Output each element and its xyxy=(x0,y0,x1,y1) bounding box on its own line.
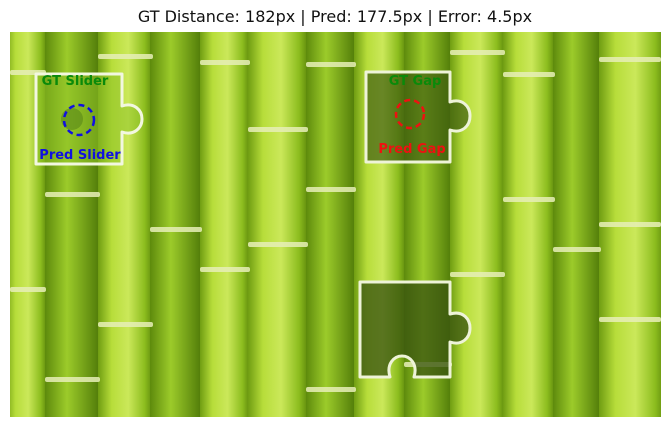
captcha-canvas: GT Slider Pred Slider GT Gap Pred Gap xyxy=(10,32,661,417)
gt-slider-label: GT Slider xyxy=(41,74,109,89)
bamboo-background xyxy=(10,32,661,417)
gap-target xyxy=(364,70,472,164)
slider-piece[interactable] xyxy=(34,72,144,166)
pred-gap-label: Pred Gap xyxy=(378,142,446,157)
decoy-gap xyxy=(358,280,472,379)
pred-gap-marker xyxy=(394,98,426,130)
pred-slider-marker xyxy=(62,103,96,137)
figure-title: GT Distance: 182px | Pred: 177.5px | Err… xyxy=(137,7,533,26)
gt-gap-label: GT Gap xyxy=(388,74,442,89)
pred-slider-label: Pred Slider xyxy=(39,148,121,163)
